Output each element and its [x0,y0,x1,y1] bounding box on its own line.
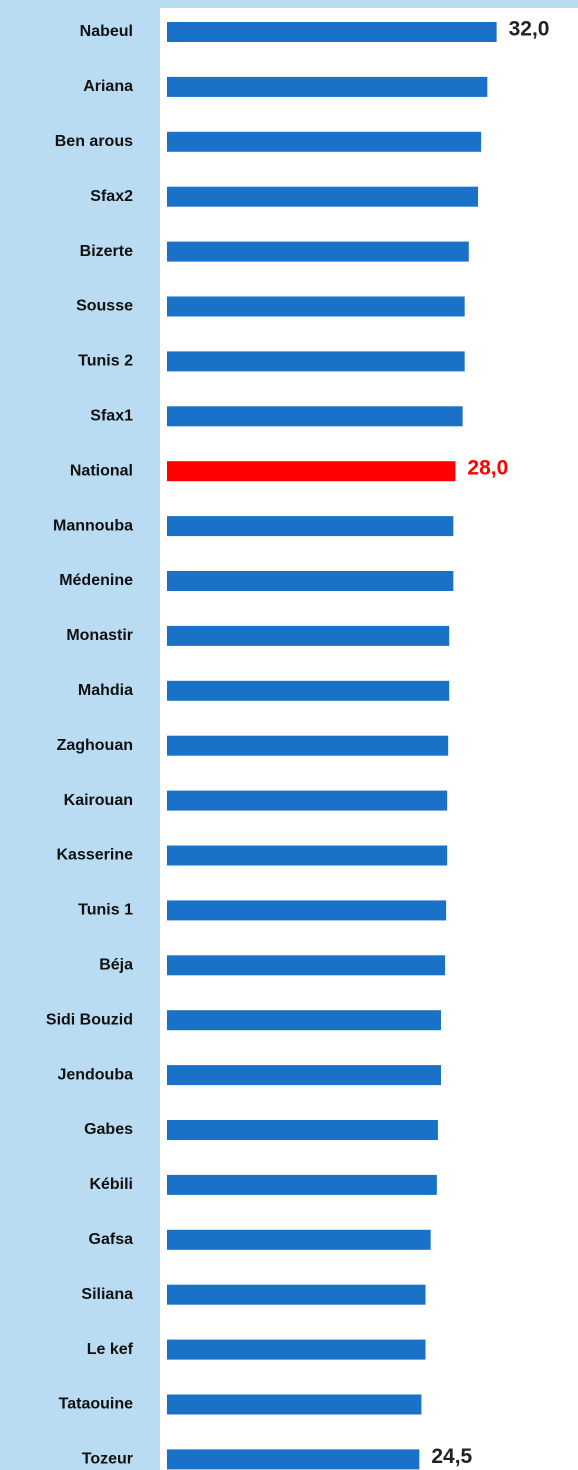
bar [167,1229,431,1250]
bar [167,461,456,482]
bar [167,241,469,262]
y-tick-label: Mannouba [53,517,133,534]
y-tick-label: Kasserine [57,847,134,864]
y-tick-label: Monastir [66,627,133,644]
bar [167,845,448,866]
y-tick-label: Zaghouan [57,737,133,754]
y-tick-label: Béja [99,957,133,974]
y-tick-label: Le kef [87,1341,134,1358]
y-tick-label: Tozeur [82,1451,133,1468]
value-label: 28,0 [467,457,508,480]
y-tick-label: National [70,462,133,479]
bar [167,735,449,756]
y-tick-label: Tunis 2 [78,353,133,370]
bar [167,900,447,921]
bar [167,625,450,646]
value-label: 24,5 [431,1445,472,1468]
y-tick-label: Sfax1 [90,408,133,425]
bar [167,1065,441,1086]
y-tick-label: Gafsa [89,1231,134,1248]
y-tick-label: Gabes [84,1121,133,1138]
y-tick-label: Sidi Bouzid [46,1011,133,1028]
y-tick-label: Ariana [83,78,133,95]
bar [167,516,454,537]
bar [167,406,463,427]
y-tick-label: Sousse [76,298,133,315]
y-tick-label: Kébili [89,1176,133,1193]
bar [167,76,488,97]
y-tick-label: Mahdia [78,682,133,699]
y-tick-label: Bizerte [80,243,133,260]
y-tick-label: Sfax2 [90,188,133,205]
bar [167,1120,438,1140]
y-tick-label: Siliana [81,1286,133,1303]
bar [167,22,497,42]
y-tick-label: Tataouine [59,1396,133,1413]
y-tick-label: Médenine [59,572,133,589]
bar [167,1449,420,1470]
y-tick-label: Nabeul [80,23,133,40]
bar [167,1010,441,1031]
bar [167,955,446,976]
bar [167,790,448,811]
y-tick-label: Jendouba [57,1066,133,1083]
y-tick-label: Kairouan [64,792,133,809]
value-label: 32,0 [509,18,550,41]
bar [167,186,479,207]
bar [167,1284,426,1305]
bar [167,1174,437,1195]
bar [167,571,454,591]
bar [167,680,450,701]
y-tick-label: Tunis 1 [78,902,133,919]
bar [167,1339,426,1360]
bar [167,351,465,372]
bar [167,131,482,152]
y-tick-label: Ben arous [55,133,133,150]
bar [167,1394,422,1415]
bar [167,296,465,317]
